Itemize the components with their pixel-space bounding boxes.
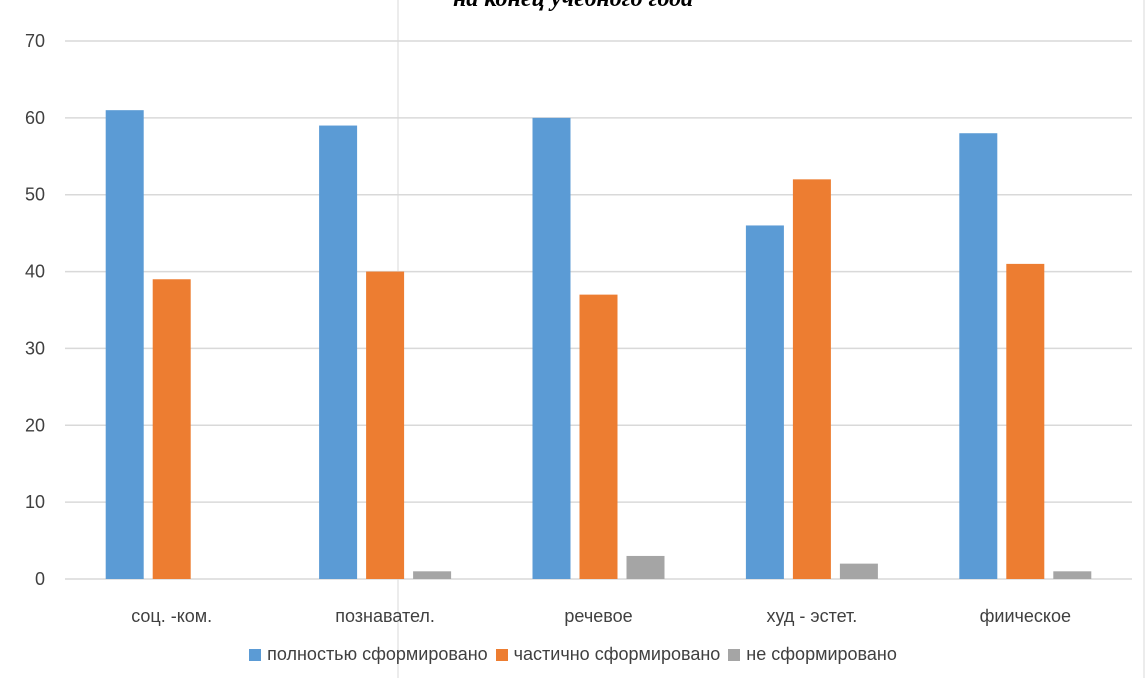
bar (152, 279, 191, 579)
x-category-label: познавател. (335, 606, 435, 626)
bars (105, 110, 1092, 580)
bar (745, 225, 784, 579)
bar (959, 133, 998, 579)
legend-label: не сформировано (746, 644, 897, 664)
bar (413, 571, 452, 579)
x-category-label: фиическое (980, 606, 1071, 626)
x-axis-categories: соц. -ком. познавател. речевое худ - эстет.… (131, 606, 1071, 626)
chart-title: на конец учебного года (0, 0, 1146, 13)
x-category-label: речевое (564, 606, 632, 626)
y-tick-label: 50 (25, 185, 45, 205)
bar (839, 563, 878, 579)
legend-swatch (249, 648, 262, 661)
x-category-label: худ - эстет. (767, 606, 858, 626)
bar (626, 555, 665, 579)
legend-swatch (495, 648, 508, 661)
legend: полностью сформировано частично сформиров… (0, 644, 1146, 665)
bar (1006, 263, 1045, 579)
legend-item: полностью сформировано (249, 644, 488, 665)
bar (105, 110, 144, 580)
bar (792, 179, 831, 580)
legend-label: полностью сформировано (267, 644, 488, 664)
y-tick-label: 40 (25, 262, 45, 282)
bar (319, 125, 358, 580)
x-category-label: соц. -ком. (131, 606, 212, 626)
bar (366, 271, 405, 579)
bar (1053, 571, 1092, 579)
legend-item: частично сформировано (495, 644, 721, 665)
y-tick-label: 20 (25, 415, 45, 435)
y-tick-label: 30 (25, 338, 45, 358)
legend-item: не сформировано (728, 644, 897, 665)
y-tick-label: 60 (25, 108, 45, 128)
y-tick-label: 10 (25, 492, 45, 512)
legend-swatch (728, 648, 741, 661)
y-tick-label: 0 (35, 569, 45, 589)
legend-label: частично сформировано (513, 644, 721, 664)
y-axis-ticks: 0 10 20 30 40 50 60 70 (25, 31, 45, 589)
y-tick-label: 70 (25, 31, 45, 51)
bar (532, 117, 571, 579)
bar (579, 294, 618, 579)
